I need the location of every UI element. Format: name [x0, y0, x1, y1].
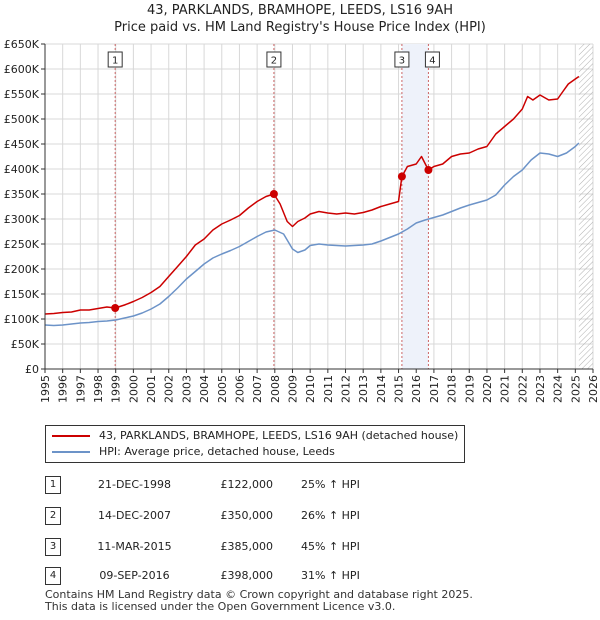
sale-row: 4 09-SEP-2016 £398,000 31% ↑ HPI [45, 567, 425, 585]
y-tick-label: £400K [4, 163, 40, 176]
x-tick-label: 2010 [304, 375, 317, 403]
legend-swatch-hpi [52, 451, 90, 453]
sale-price: £350,000 [220, 509, 274, 522]
x-tick-label: 2000 [127, 375, 140, 403]
y-tick-label: £150K [4, 288, 40, 301]
sale-hpi-change: 31% ↑ HPI [301, 569, 360, 582]
sale-number-label: 3 [399, 56, 405, 67]
sale-date: 09-SEP-2016 [99, 569, 170, 582]
y-tick-label: £250K [4, 238, 40, 251]
x-tick-label: 1996 [57, 375, 70, 403]
x-tick-label: 1997 [74, 375, 87, 403]
x-tick-label: 2017 [428, 375, 441, 403]
y-tick-label: £450K [4, 138, 40, 151]
sale-number-box [266, 51, 282, 68]
x-tick-label: 2005 [216, 375, 229, 403]
sale-point [397, 172, 406, 181]
chart-title: 43, PARKLANDS, BRAMHOPE, LEEDS, LS16 9AH [146, 3, 454, 18]
x-tick-label: 2002 [163, 375, 176, 403]
price-chart: 1 2 3 4 £0 £50K £100K £150K £200K £250K £300K £350K… [4, 38, 600, 403]
x-tick-label: 1995 [39, 375, 52, 403]
sale-hpi-change: 25% ↑ HPI [301, 478, 360, 491]
y-tick-label: £200K [4, 263, 40, 276]
sale-number-badge: 2 [45, 507, 61, 525]
sale-date: 11-MAR-2015 [97, 540, 172, 553]
sale-date: 14-DEC-2007 [97, 509, 172, 522]
x-tick-label: 2018 [446, 375, 459, 403]
x-tick-label: 2001 [145, 375, 158, 403]
sale-number-label: 1 [112, 56, 118, 67]
sale-number-badge: 3 [45, 538, 61, 556]
sale-date: 21-DEC-1998 [97, 478, 172, 491]
y-tick-label: £650K [4, 38, 40, 51]
x-tick-label: 2003 [180, 375, 193, 403]
y-tick-label: £500K [4, 113, 40, 126]
x-tick-label: 2019 [463, 375, 476, 403]
sale-number-label: 2 [271, 56, 277, 67]
y-tick-label: £300K [4, 213, 40, 226]
sale-row: 3 11-MAR-2015 £385,000 45% ↑ HPI [45, 538, 425, 556]
series-line [44, 75, 580, 315]
series-line [44, 142, 580, 327]
x-tick-label: 1999 [110, 375, 123, 403]
x-tick-label: 2023 [534, 375, 547, 403]
x-tick-label: 2009 [286, 375, 299, 403]
footer-line: This data is licensed under the Open Gov… [45, 600, 396, 613]
y-tick-label: £600K [4, 63, 40, 76]
sale-hpi-change: 26% ↑ HPI [301, 509, 360, 522]
sale-point [424, 166, 433, 174]
x-tick-label: 2012 [340, 375, 353, 403]
sale-price: £122,000 [220, 478, 274, 491]
sale-number-badge: 1 [45, 476, 61, 494]
sale-point [269, 190, 278, 198]
chart-title-block: 43, PARKLANDS, BRAMHOPE, LEEDS, LS16 9AH… [0, 2, 600, 36]
forecast-hatch [578, 44, 593, 369]
chart-subtitle: Price paid vs. HM Land Registry's House … [114, 20, 486, 35]
x-tick-label: 2007 [251, 375, 264, 403]
sale-row: 1 21-DEC-1998 £122,000 25% ↑ HPI [45, 476, 425, 494]
sale-price: £385,000 [220, 540, 274, 553]
legend-label-hpi: HPI: Average price, detached house, Leed… [99, 445, 335, 458]
sale-band [401, 44, 429, 369]
footer-attribution: Contains HM Land Registry data © Crown c… [45, 589, 473, 613]
x-tick-label: 2021 [499, 375, 512, 403]
x-tick-label: 2015 [393, 375, 406, 403]
sale-number-box [394, 51, 410, 68]
sale-hpi-change: 45% ↑ HPI [301, 540, 360, 553]
y-tick-label: £50K [11, 338, 40, 351]
x-tick-label: 2006 [233, 375, 246, 403]
footer-line: Contains HM Land Registry data © Crown c… [45, 588, 473, 601]
x-tick-label: 2004 [198, 375, 211, 403]
x-tick-label: 2020 [481, 375, 494, 403]
x-tick-label: 2022 [516, 375, 529, 403]
y-tick-label: £0 [25, 363, 39, 376]
sale-number-box [107, 51, 123, 68]
sale-price: £398,000 [220, 569, 274, 582]
x-tick-label: 2025 [569, 375, 582, 403]
x-tick-label: 2024 [552, 375, 565, 403]
x-tick-label: 1998 [92, 375, 105, 403]
x-tick-label: 2008 [269, 375, 282, 403]
sale-number-badge: 4 [45, 567, 61, 585]
x-tick-label: 2011 [322, 375, 335, 403]
x-tick-label: 2013 [357, 375, 370, 403]
sale-row: 2 14-DEC-2007 £350,000 26% ↑ HPI [45, 507, 425, 525]
x-tick-label: 2026 [587, 375, 600, 403]
y-tick-label: £550K [4, 88, 40, 101]
legend-swatch-property [52, 435, 90, 437]
sale-number-box [424, 51, 440, 68]
sale-number-label: 4 [429, 56, 435, 67]
sale-point [111, 304, 120, 312]
legend-label-property: 43, PARKLANDS, BRAMHOPE, LEEDS, LS16 9AH… [99, 429, 459, 442]
x-tick-label: 2016 [410, 375, 423, 403]
y-tick-label: £100K [4, 313, 40, 326]
plot-area [45, 44, 593, 369]
y-tick-label: £350K [4, 188, 40, 201]
chart-legend: 43, PARKLANDS, BRAMHOPE, LEEDS, LS16 9AH… [45, 425, 465, 463]
x-tick-label: 2014 [375, 375, 388, 403]
